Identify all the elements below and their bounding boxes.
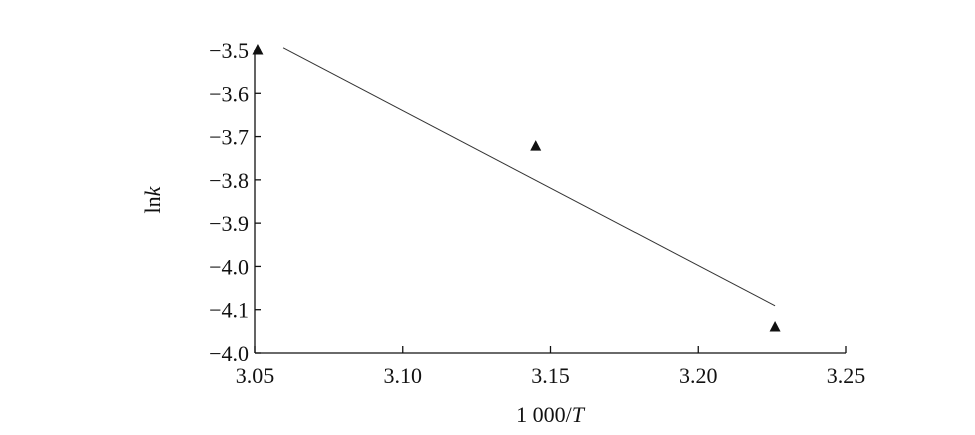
y-tick-label: −3.7 [209,125,249,150]
x-tick-label: 3.25 [827,363,866,388]
x-tick-label: 3.10 [384,363,423,388]
data-point [252,44,264,55]
y-tick-label: −3.6 [209,81,249,106]
y-tick-label: −3.9 [209,211,249,236]
x-tick-label: 3.20 [679,363,718,388]
x-tick-label: 3.15 [531,363,570,388]
x-axis-label-italic: T [572,402,586,427]
x-tick-label: 3.05 [236,363,275,388]
x-axis-label-text: 1 000/ [516,402,573,427]
data-point [530,140,542,151]
y-axis-label-italic: k [140,185,165,196]
y-tick-label: −4.0 [209,341,249,366]
fit-line [282,47,776,307]
y-tick-label: −3.5 [209,38,249,63]
y-axis-label-text: ln [140,196,165,213]
y-tick-label: −3.8 [209,168,249,193]
y-axis-label: lnk [140,185,165,213]
y-tick-label: −4.0 [209,254,249,279]
x-axis-label: 1 000/T [516,402,586,427]
y-tick-label: −4.1 [209,298,249,323]
data-point [769,321,781,332]
